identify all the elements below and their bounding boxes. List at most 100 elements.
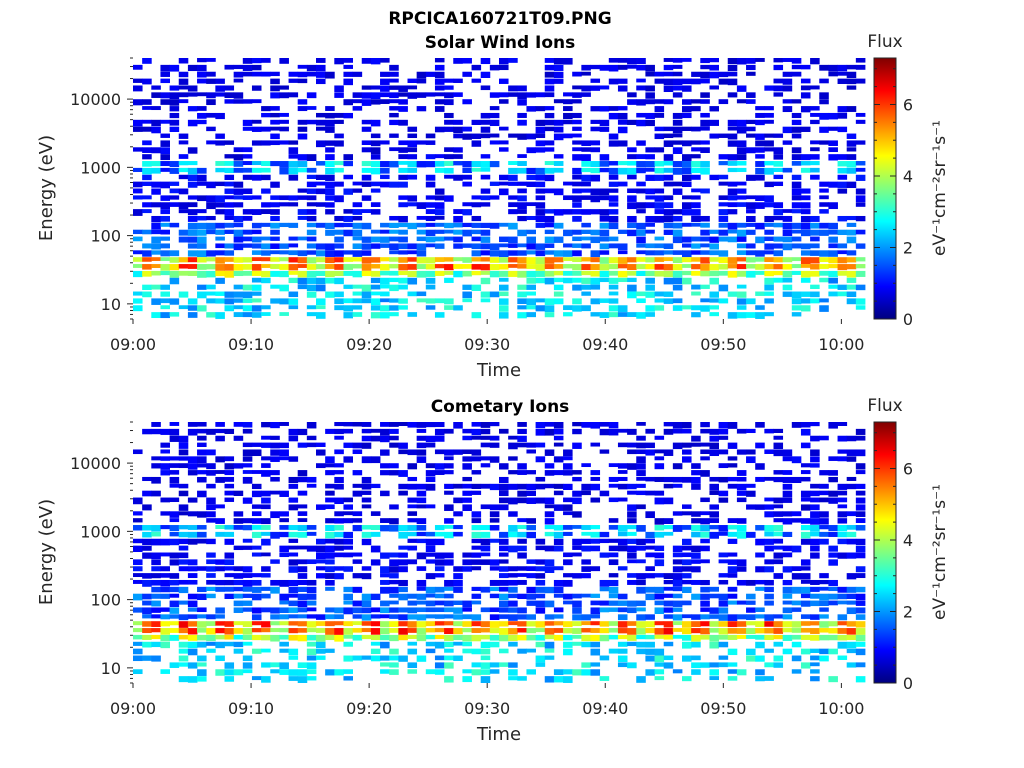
heatmap-cell xyxy=(727,270,738,278)
heatmap-cell xyxy=(755,202,765,209)
heatmap-cell xyxy=(370,291,381,296)
heatmap-cell xyxy=(791,600,802,606)
heatmap-cell xyxy=(755,312,765,319)
heatmap-cell xyxy=(846,236,857,244)
heatmap-cell xyxy=(251,195,262,200)
heatmap-cell xyxy=(572,298,582,305)
heatmap-cell xyxy=(306,106,317,110)
heatmap-cell xyxy=(627,552,637,559)
heatmap-cell xyxy=(160,133,170,138)
heatmap-cell xyxy=(242,607,253,612)
heatmap-cell xyxy=(691,655,701,661)
heatmap-cell xyxy=(709,58,719,63)
heatmap-cell xyxy=(810,586,820,592)
heatmap-cell xyxy=(846,476,857,481)
heatmap-cell xyxy=(224,552,235,559)
heatmap-cell xyxy=(800,490,811,498)
heatmap-cell xyxy=(389,78,399,83)
heatmap-cell xyxy=(425,648,436,654)
heatmap-cell xyxy=(242,147,253,153)
heatmap-cell xyxy=(828,456,838,461)
heatmap-cell xyxy=(837,655,848,660)
heatmap-cell xyxy=(279,662,289,670)
heatmap-cell xyxy=(178,270,189,276)
heatmap-cell xyxy=(187,573,198,579)
heatmap-cell xyxy=(517,312,527,319)
heatmap-cell xyxy=(672,270,683,278)
heatmap-cell xyxy=(416,236,427,242)
heatmap-cell xyxy=(599,126,610,132)
heatmap-cell xyxy=(187,463,198,470)
heatmap-cell xyxy=(316,140,326,148)
heatmap-cell xyxy=(352,291,363,296)
heatmap-cell xyxy=(508,621,518,626)
heatmap-cell xyxy=(718,559,729,564)
heatmap-cell xyxy=(581,490,591,496)
heatmap-cell xyxy=(343,628,353,635)
panel-title-solar-wind: Solar Wind Ions xyxy=(425,33,576,53)
heatmap-cell xyxy=(215,655,225,661)
heatmap-cell xyxy=(160,298,170,304)
heatmap-cell xyxy=(654,634,665,639)
heatmap-cell xyxy=(471,538,482,544)
heatmap-cell xyxy=(233,586,244,592)
heatmap-cell xyxy=(178,133,189,139)
heatmap-cell xyxy=(434,222,445,227)
heatmap-cell xyxy=(398,470,408,477)
heatmap-cell xyxy=(828,531,838,537)
heatmap-cell xyxy=(288,476,299,483)
heatmap-cell xyxy=(581,85,591,92)
heatmap-cell xyxy=(672,147,683,154)
heatmap-cell xyxy=(178,161,189,166)
heatmap-cell xyxy=(526,236,536,244)
heatmap-cell xyxy=(764,277,774,285)
heatmap-cell xyxy=(270,531,280,539)
heatmap-cell xyxy=(151,167,161,174)
heatmap-cell xyxy=(151,215,161,223)
heatmap-cell xyxy=(508,202,518,208)
heatmap-cell xyxy=(654,106,665,113)
heatmap-cell xyxy=(444,222,454,229)
heatmap-cell xyxy=(325,518,335,524)
heatmap-cell xyxy=(444,236,454,241)
heatmap-cell xyxy=(224,538,235,545)
heatmap-cell xyxy=(581,593,591,598)
heatmap-cell xyxy=(453,449,463,455)
heatmap-cell xyxy=(599,298,610,303)
heatmap-cell xyxy=(700,628,710,635)
heatmap-cell xyxy=(306,586,317,594)
y-tick-label: 1000 xyxy=(80,158,121,177)
heatmap-cell xyxy=(270,250,280,255)
heatmap-cell xyxy=(471,270,482,276)
heatmap-cell xyxy=(261,621,271,628)
heatmap-cell xyxy=(197,291,207,299)
heatmap-cell xyxy=(334,140,344,147)
heatmap-cell xyxy=(627,161,637,166)
heatmap-cell xyxy=(535,573,546,579)
heatmap-cell xyxy=(416,586,427,591)
heatmap-cell xyxy=(517,161,527,166)
heatmap-cell xyxy=(819,655,829,662)
heatmap-cell xyxy=(755,504,765,510)
heatmap-cell xyxy=(361,422,372,427)
heatmap-cell xyxy=(489,579,500,586)
heatmap-cell xyxy=(151,531,161,537)
heatmap-cell xyxy=(480,676,491,683)
heatmap-cell xyxy=(572,621,582,627)
heatmap-cell xyxy=(334,483,344,490)
heatmap-cell xyxy=(709,586,719,592)
heatmap-cell xyxy=(425,215,436,222)
heatmap-cell xyxy=(654,435,665,440)
heatmap-cell xyxy=(398,195,408,200)
heatmap-cell xyxy=(169,202,180,207)
heatmap-cell xyxy=(700,161,710,168)
heatmap-cell xyxy=(343,229,353,237)
heatmap-cell xyxy=(599,490,610,497)
heatmap-cell xyxy=(343,257,353,262)
heatmap-cell xyxy=(663,209,674,216)
heatmap-cell xyxy=(553,579,564,587)
heatmap-cell xyxy=(819,181,829,187)
heatmap-cell xyxy=(398,174,408,180)
heatmap-cell xyxy=(819,99,829,105)
heatmap-cell xyxy=(480,85,491,91)
